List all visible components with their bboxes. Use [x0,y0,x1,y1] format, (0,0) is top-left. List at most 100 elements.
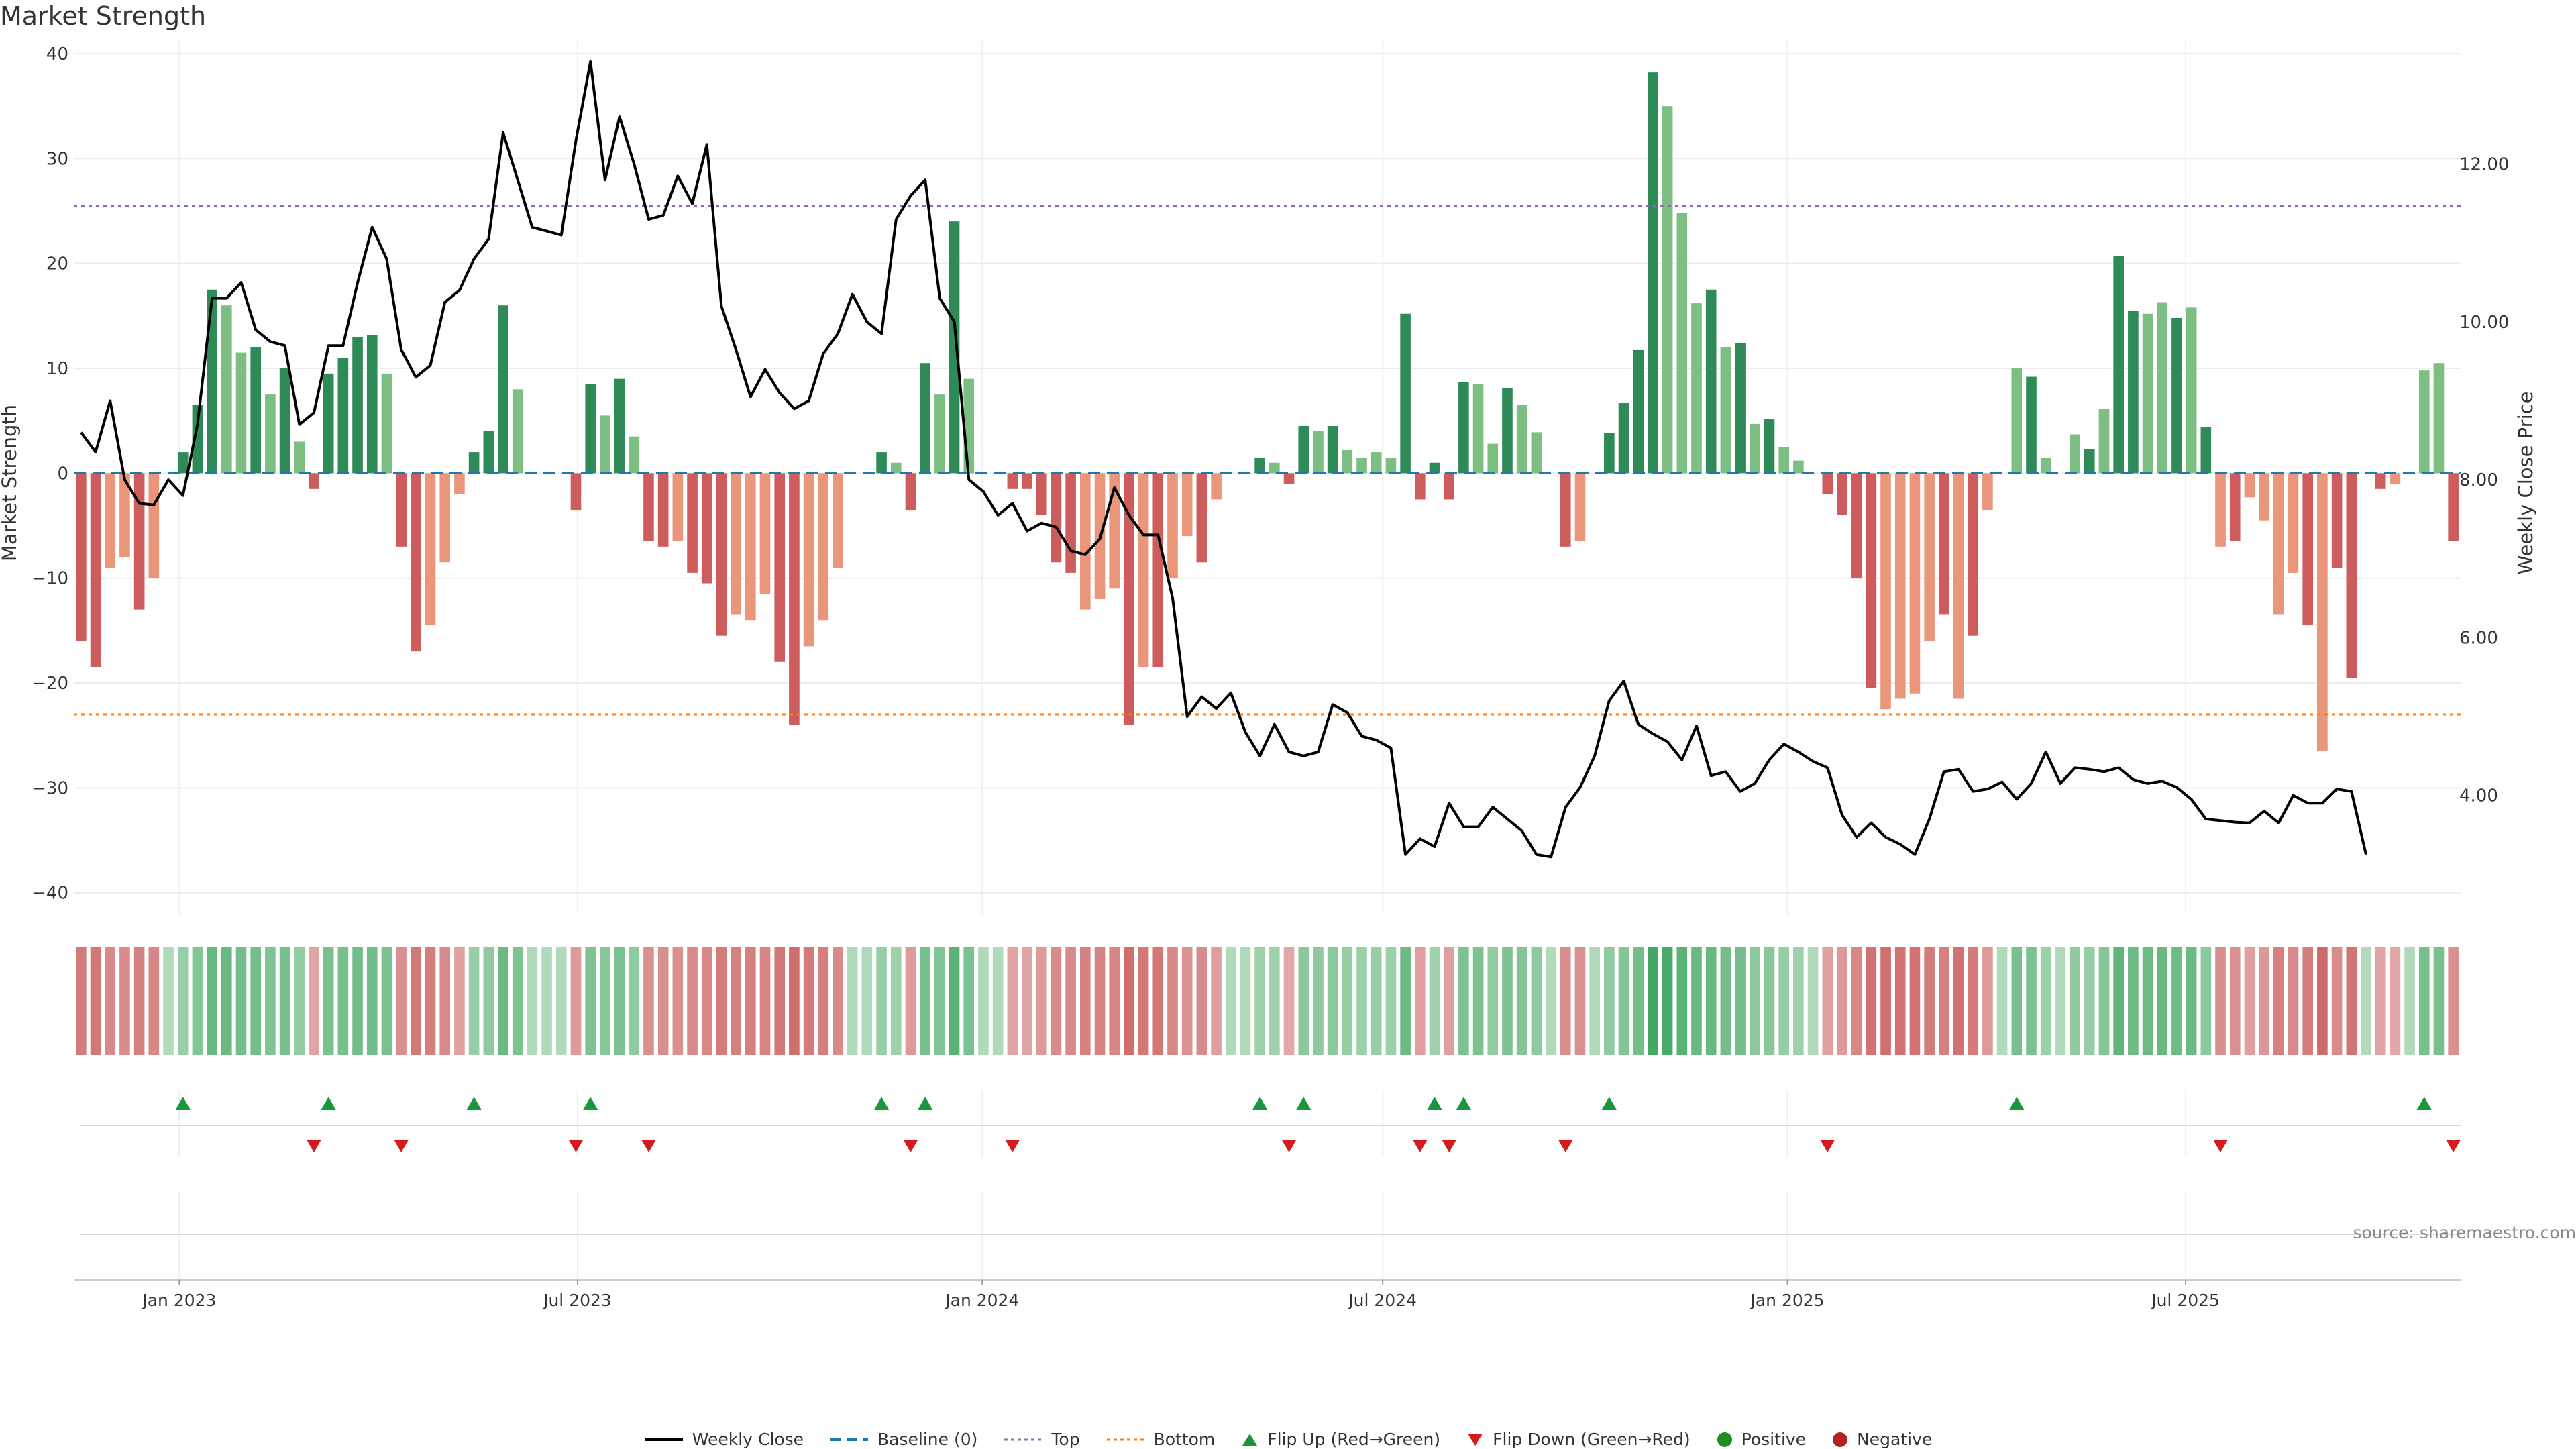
strength-bar [1298,426,1309,474]
heat-cell [1589,947,1600,1055]
heat-cell [2448,947,2459,1055]
chart-legend: Weekly Close Baseline (0) Top Bottom Flip Up… [0,1430,2576,1449]
strength-bar [774,473,786,662]
heat-cell [1051,947,1062,1055]
heat-cell [1982,947,1993,1055]
heat-cell [1109,947,1120,1055]
strength-bar [789,473,800,725]
strength-bar [701,473,712,584]
strength-bar [818,473,829,621]
heat-cell [1633,947,1644,1055]
heat-cell [2331,947,2343,1055]
heat-cell [1429,947,1440,1055]
strength-bar [1269,462,1280,474]
x-tick-label: Jan 2023 [141,1291,216,1310]
strength-bar [1778,447,1789,474]
strength-bar [876,452,887,474]
heat-cell [1283,947,1295,1055]
heat-cell [1298,947,1309,1055]
flip-up-marker [583,1097,598,1110]
left-axis-ticks: 40 30 20 10 0 −10 −20 −30 −40 [32,44,68,904]
strength-bar [2040,457,2051,474]
heat-cell [1167,947,1178,1055]
strength-bar [905,473,916,511]
heat-cell [1094,947,1106,1055]
flip-up-marker [175,1097,191,1110]
strength-bar [2346,473,2357,678]
strength-bar [1036,473,1047,515]
heat-cell [585,947,596,1055]
heat-cell [1894,947,1906,1055]
strength-bar [1982,473,1993,511]
left-axis-label: Market Strength [0,405,21,561]
strength-bar [396,473,407,547]
strength-bar [1764,419,1775,474]
strength-bar [2418,370,2430,474]
strength-bar [614,378,625,474]
strength-bar [148,473,160,578]
heat-cell [1705,947,1717,1055]
strength-bar [1502,388,1513,474]
source-credit: source: sharemaestro.com [2353,1223,2576,1242]
strength-bar [1968,473,1979,636]
strength-bar [833,473,843,568]
heat-cell [847,947,858,1055]
heat-cell [454,947,465,1055]
strength-bar [1152,473,1164,667]
strength-bar [1720,347,1731,474]
strength-bar [687,473,698,573]
heat-cell [1851,947,1862,1055]
strength-bar [468,452,480,474]
heat-cell [2084,947,2095,1055]
flip-up-marker [1296,1097,1311,1110]
heat-cell [1124,947,1134,1055]
heat-cell [731,947,741,1055]
strength-bar [2302,473,2314,626]
strength-bar [439,473,451,563]
heat-cell [1007,947,1018,1055]
left-tick-label: 0 [57,464,68,484]
strength-bar [352,337,363,474]
strength-bar [1662,106,1673,474]
heat-cell [833,947,843,1055]
heat-cell [76,947,87,1055]
strength-bar [1749,423,1760,474]
strength-bar [1065,473,1076,573]
x-axis-ticks: Jan 2023 Jul 2023 Jan 2024 Jul 2024 Jan 2025… [141,1280,2220,1310]
heat-cell [759,947,771,1055]
strength-bar [1472,384,1484,474]
heat-cell [1138,947,1149,1055]
flip-down-marker [641,1140,656,1152]
flip-down-marker [306,1140,321,1152]
heat-cell [672,947,684,1055]
flip-down-marker [1412,1140,1428,1152]
heat-cell [876,947,887,1055]
strength-bar [1444,473,1454,500]
strength-bar [1414,473,1426,500]
left-tick-label: −10 [32,569,68,589]
strength-bar [1924,473,1935,641]
heat-cell [803,947,814,1055]
heat-cell [1342,947,1353,1055]
heat-cell [2098,947,2110,1055]
strength-bar [2098,409,2110,474]
flip-up-marker [2009,1097,2025,1110]
strength-bar [1429,462,1440,474]
flip-up-marker [1456,1097,1471,1110]
heat-cell [235,947,247,1055]
legend-item: Flip Down (Green→Red) [1466,1430,1690,1449]
flip-down-marker [1820,1140,1835,1152]
strength-bar [235,352,247,474]
heat-cell [1371,947,1382,1055]
strength-bar [425,473,436,626]
heat-cell [1080,947,1091,1055]
strength-bar [1022,473,1032,489]
right-tick-label: 6.00 [2459,628,2498,648]
strength-bar [1211,473,1222,500]
strength-bar [221,305,232,474]
heat-cell [2026,947,2037,1055]
heat-cell [570,947,582,1055]
strength-bar [381,373,392,474]
heat-cell [1574,947,1586,1055]
